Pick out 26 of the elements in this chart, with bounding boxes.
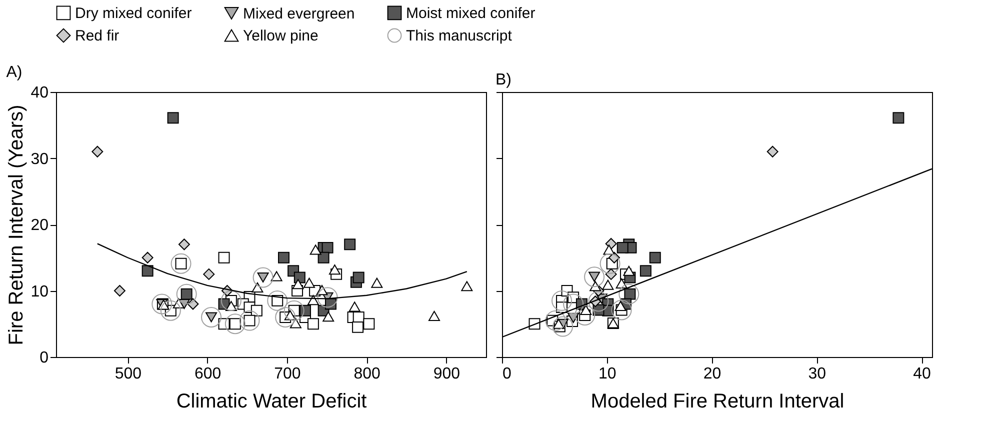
y-tick-label: 30 [30, 150, 49, 168]
x-axis-title: Climatic Water Deficit [176, 390, 368, 412]
x-tick-label: 600 [194, 366, 222, 382]
legend-label: Yellow pine [243, 28, 318, 44]
y-tick-label: 20 [30, 217, 49, 234]
x-tick-label: 500 [114, 366, 142, 382]
legend-label: Mixed evergreen [243, 5, 355, 22]
legend-label: This manuscript [406, 28, 513, 44]
chart-title: B) [496, 72, 512, 88]
x-axis-title: Modeled Fire Return Interval [590, 390, 844, 412]
legend-label: Red fir [75, 28, 120, 44]
x-tick-label: 40 [913, 366, 932, 382]
y-tick-label: 40 [30, 84, 49, 102]
legend-label: Moist mixed conifer [406, 4, 536, 22]
x-tick-label: 900 [433, 366, 460, 382]
x-tick-label: 10 [598, 366, 616, 382]
legend-label: Dry mixed conifer [75, 4, 192, 22]
y-tick-label: 0 [40, 350, 49, 366]
x-tick-label: 700 [274, 366, 301, 382]
y-axis-title: Fire Return Interval (Years) [6, 104, 28, 346]
x-tick-label: 0 [502, 366, 512, 382]
x-tick-label: 30 [808, 366, 826, 382]
y-tick-label: 10 [30, 283, 49, 300]
x-tick-label: 20 [703, 366, 722, 382]
chart-title: A) [6, 64, 22, 81]
x-tick-label: 800 [354, 366, 380, 382]
